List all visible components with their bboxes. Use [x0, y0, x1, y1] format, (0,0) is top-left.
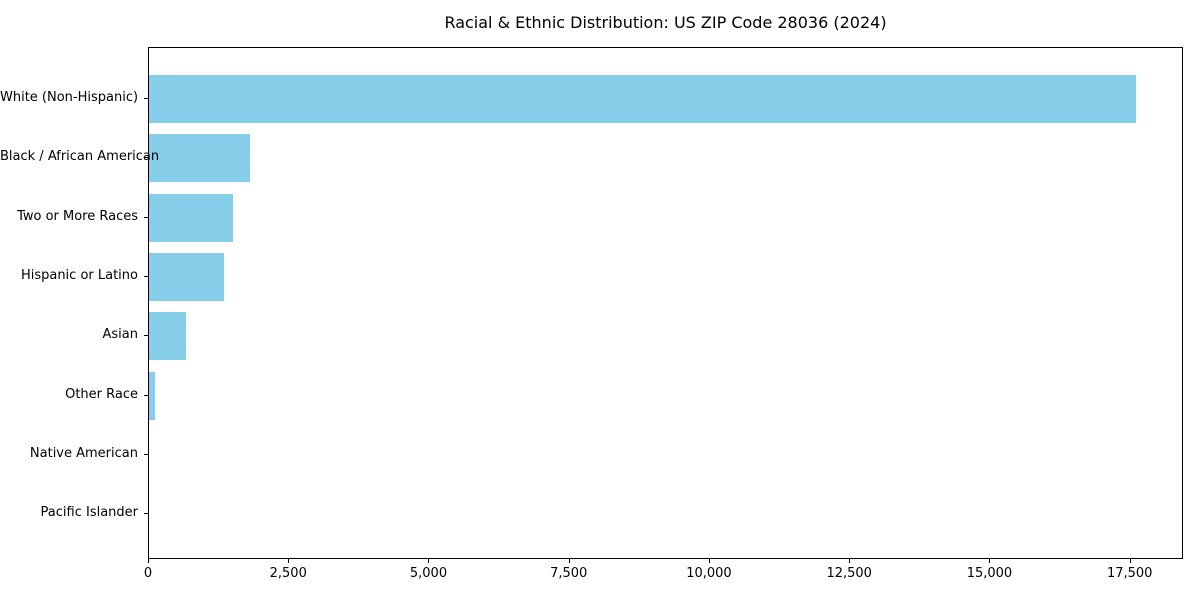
x-axis-tick — [288, 559, 290, 563]
x-tick-label: 10,000 — [686, 566, 732, 581]
y-axis-tick — [144, 394, 148, 396]
plot-area — [148, 47, 1183, 559]
x-tick-label: 5,000 — [409, 566, 448, 581]
y-tick-label: Pacific Islander — [40, 505, 138, 521]
y-tick-label: Two or More Races — [17, 208, 138, 224]
y-axis-tick — [144, 335, 148, 337]
x-axis-tick — [849, 559, 851, 563]
x-axis-tick — [989, 559, 991, 563]
y-axis-tick — [144, 157, 148, 159]
x-tick-label: 12,500 — [826, 566, 872, 581]
y-axis-tick — [144, 453, 148, 455]
y-tick-label: Native American — [29, 445, 138, 461]
x-axis-tick — [148, 559, 149, 563]
y-axis-tick — [144, 513, 148, 515]
x-tick-label: 0 — [143, 566, 153, 581]
y-tick-label: Black / African American — [0, 149, 160, 165]
x-axis-tick — [428, 559, 430, 563]
y-tick-label: Hispanic or Latino — [20, 267, 138, 283]
x-axis-tick — [1129, 559, 1131, 563]
x-tick-label: 17,500 — [1106, 566, 1153, 581]
x-tick-label: 2,500 — [269, 566, 307, 581]
y-axis-tick — [144, 275, 148, 277]
y-tick-label: Asian — [102, 327, 138, 343]
y-axis-tick — [144, 216, 148, 218]
bar — [149, 75, 1137, 123]
x-tick-label: 7,500 — [550, 566, 588, 581]
bar — [149, 193, 234, 242]
bar — [149, 312, 187, 361]
bar — [149, 371, 155, 420]
x-axis-tick — [568, 559, 570, 563]
y-tick-label: Other Race — [65, 386, 138, 402]
chart-title: Racial & Ethnic Distribution: US ZIP Cod… — [444, 13, 887, 32]
x-tick-label: 15,000 — [966, 566, 1013, 581]
bar — [149, 134, 250, 183]
y-tick-label: White (Non-Hispanic) — [0, 90, 139, 105]
x-axis-tick — [708, 559, 710, 563]
bar — [149, 252, 225, 301]
y-axis-tick — [144, 98, 148, 99]
